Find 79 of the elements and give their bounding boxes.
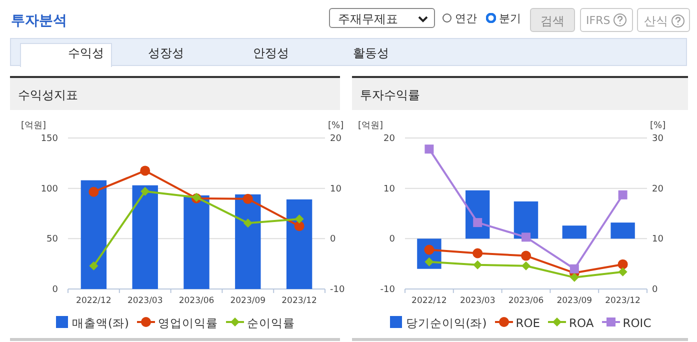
text: 성장성: [148, 46, 184, 60]
point: [522, 261, 530, 270]
x-tick-label: 2023/06: [178, 296, 214, 306]
legend-label: 영업이익률: [158, 316, 218, 330]
text: 주재무제표: [338, 12, 398, 26]
bar: [286, 199, 312, 289]
y2-tick-label: 20: [652, 184, 664, 194]
bar: [562, 226, 586, 239]
y-tick-label: 0: [389, 234, 396, 245]
y-tick-label: -10: [380, 285, 396, 295]
bar: [132, 185, 158, 289]
point: [140, 186, 150, 196]
x-tick-label: 2023/06: [508, 296, 544, 306]
point: [294, 214, 304, 224]
x-tick-label: 2022/12: [76, 296, 112, 306]
y2-tick-label: 10: [330, 184, 342, 194]
point: [140, 166, 150, 176]
y2-tick-label: 10: [652, 234, 664, 245]
y2-axis-title: [%]: [328, 121, 344, 131]
legend-label: ROA: [569, 316, 594, 330]
bar: [235, 194, 261, 289]
text: 분기: [499, 12, 521, 25]
text: 검색: [540, 14, 564, 28]
point: [89, 261, 98, 270]
point: [570, 264, 579, 274]
chart-title: 수익성지표: [18, 87, 78, 104]
y2-tick-label: -10: [330, 285, 345, 295]
point: [294, 221, 304, 232]
point: [424, 144, 434, 154]
x-tick-label: 2023/09: [230, 296, 266, 306]
x-tick-label: 2022/12: [412, 296, 447, 306]
text: 산식: [644, 14, 668, 28]
point: [243, 218, 252, 228]
chart-title: 투자수익률: [360, 87, 420, 104]
point: [424, 257, 434, 266]
y-axis-title: [억원]: [21, 121, 46, 131]
point: [473, 260, 482, 270]
x-tick-label: 2023/03: [127, 296, 163, 306]
text: 수익성: [68, 46, 104, 60]
point: [473, 218, 482, 228]
bar: [610, 222, 635, 239]
point: [242, 194, 253, 204]
text: 안정성: [253, 46, 289, 60]
y-tick-label: 10: [384, 184, 396, 194]
text: 투자분석: [11, 13, 67, 29]
legend-label: ROE: [516, 316, 540, 330]
y-tick-label: 150: [40, 134, 58, 144]
point: [88, 186, 99, 197]
legend-label: 당기순이익(좌): [406, 316, 487, 330]
point: [570, 272, 579, 282]
text: IFRS: [586, 14, 610, 27]
text: 연간: [455, 12, 477, 25]
legend-label: 매출액(좌): [72, 316, 129, 330]
y2-tick-label: 30: [652, 134, 664, 144]
x-tick-label: 2023/12: [282, 296, 317, 306]
y-tick-label: 100: [40, 184, 58, 194]
bar: [184, 195, 210, 289]
y2-axis-title: [%]: [650, 121, 666, 131]
y-tick-label: 50: [46, 234, 58, 245]
legend-label: 순이익률: [246, 316, 295, 330]
y2-tick-label: 20: [330, 134, 342, 144]
y-tick-label: 20: [384, 134, 396, 144]
y-tick-label: 0: [52, 285, 58, 295]
point: [618, 267, 628, 276]
y2-tick-label: 0: [330, 234, 336, 245]
bar: [80, 180, 107, 289]
x-tick-label: 2023/09: [556, 296, 592, 306]
x-tick-label: 2023/12: [605, 296, 640, 306]
y-axis-title: [억원]: [358, 121, 384, 131]
x-tick-label: 2023/03: [460, 296, 496, 306]
point: [618, 259, 628, 270]
bar: [514, 201, 538, 239]
legend-label: ROIC: [622, 316, 652, 330]
point: [472, 248, 483, 258]
point: [521, 250, 531, 261]
y2-tick-label: 0: [652, 285, 658, 295]
text: 활동성: [353, 46, 389, 60]
point: [618, 190, 628, 200]
point: [522, 232, 530, 242]
